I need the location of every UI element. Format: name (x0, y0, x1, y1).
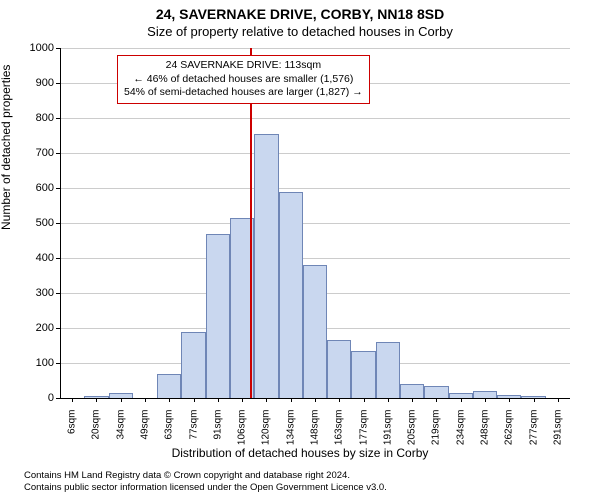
x-tick-mark (194, 398, 195, 402)
grid-line (60, 223, 570, 224)
histogram-bar (181, 332, 205, 399)
x-tick-mark (291, 398, 292, 402)
y-tick-label: 400 (14, 252, 54, 264)
y-tick-label: 700 (14, 147, 54, 159)
grid-line (60, 153, 570, 154)
annotation-box: 24 SAVERNAKE DRIVE: 113sqm ← 46% of deta… (117, 55, 370, 104)
x-tick-mark (96, 398, 97, 402)
footer-line1: Contains HM Land Registry data © Crown c… (24, 470, 387, 482)
y-axis-line (60, 48, 61, 398)
histogram-bar (279, 192, 303, 399)
x-tick-mark (266, 398, 267, 402)
y-tick-label: 300 (14, 287, 54, 299)
title-main: 24, SAVERNAKE DRIVE, CORBY, NN18 8SD (0, 6, 600, 22)
x-tick-mark (315, 398, 316, 402)
histogram-bar (351, 351, 375, 398)
histogram-bar (327, 340, 351, 398)
histogram-bar (473, 391, 497, 398)
x-tick-mark (218, 398, 219, 402)
annotation-line2: ← 46% of detached houses are smaller (1,… (124, 73, 363, 87)
x-tick-mark (72, 398, 73, 402)
x-tick-mark (242, 398, 243, 402)
histogram-bar (157, 374, 181, 399)
y-tick-label: 1000 (14, 42, 54, 54)
grid-line (60, 258, 570, 259)
y-axis-label: Number of detached properties (0, 65, 13, 230)
x-tick-mark (121, 398, 122, 402)
x-tick-mark (388, 398, 389, 402)
x-tick-mark (436, 398, 437, 402)
y-tick-label: 100 (14, 357, 54, 369)
x-tick-mark (145, 398, 146, 402)
grid-line (60, 118, 570, 119)
y-tick-label: 800 (14, 112, 54, 124)
grid-line (60, 188, 570, 189)
x-tick-mark (339, 398, 340, 402)
footer: Contains HM Land Registry data © Crown c… (24, 470, 387, 494)
histogram-bar (424, 386, 448, 398)
histogram-bar (206, 234, 230, 399)
histogram-bar (303, 265, 327, 398)
x-tick-mark (509, 398, 510, 402)
y-tick-label: 500 (14, 217, 54, 229)
chart-container: 24, SAVERNAKE DRIVE, CORBY, NN18 8SD Siz… (0, 0, 600, 500)
histogram-bar (254, 134, 278, 398)
annotation-line3: 54% of semi-detached houses are larger (… (124, 86, 363, 100)
histogram-bar (400, 384, 424, 398)
y-axis-label-text: Number of detached properties (0, 65, 13, 230)
x-axis-label: Distribution of detached houses by size … (0, 446, 600, 460)
x-tick-mark (364, 398, 365, 402)
x-tick-mark (412, 398, 413, 402)
y-tick-label: 0 (14, 392, 54, 404)
histogram-bar (376, 342, 400, 398)
y-tick-label: 200 (14, 322, 54, 334)
footer-line2: Contains public sector information licen… (24, 482, 387, 494)
grid-line (60, 48, 570, 49)
x-tick-mark (169, 398, 170, 402)
x-tick-mark (558, 398, 559, 402)
x-tick-mark (534, 398, 535, 402)
x-tick-mark (485, 398, 486, 402)
y-tick-label: 600 (14, 182, 54, 194)
x-tick-mark (461, 398, 462, 402)
annotation-line1: 24 SAVERNAKE DRIVE: 113sqm (124, 59, 363, 73)
title-sub: Size of property relative to detached ho… (0, 24, 600, 39)
y-tick-label: 900 (14, 77, 54, 89)
